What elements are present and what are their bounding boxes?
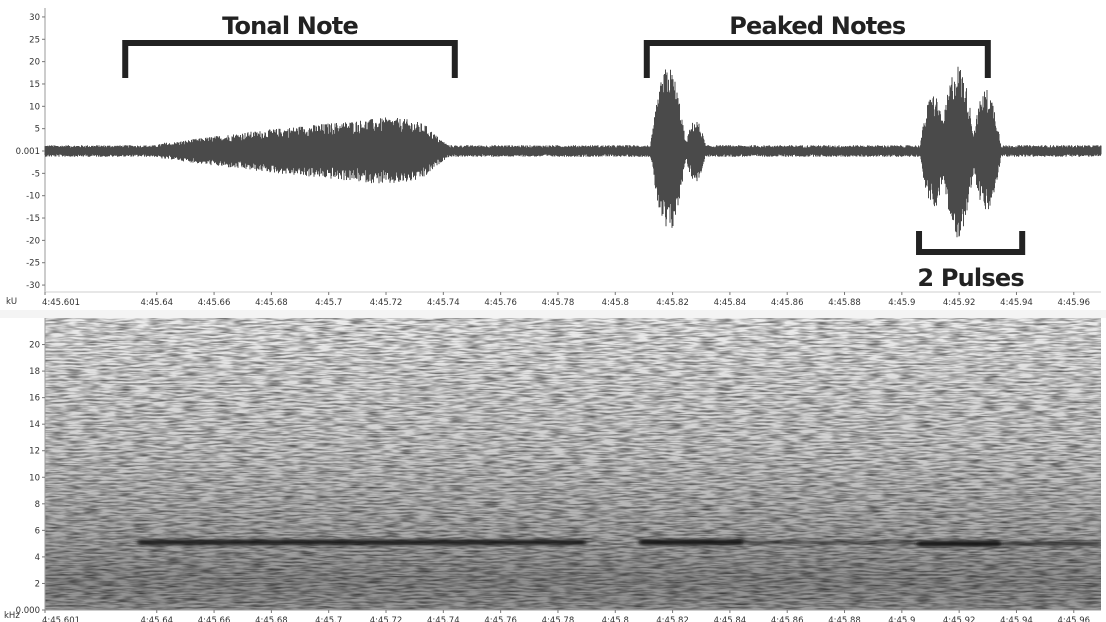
wave-y-tick-label: 15 [29, 80, 40, 90]
x-tick-label: 4:45.72 [370, 298, 403, 308]
x-tick-label: 4:45.96 [1057, 616, 1090, 622]
wave-y-tick-label: -25 [26, 259, 40, 269]
wave-y-tick-label: 20 [29, 58, 40, 68]
wave-y-tick-label: -20 [26, 236, 40, 246]
x-tick-label: 4:45.78 [542, 298, 575, 308]
spectrogram-band [744, 540, 917, 545]
wave-y-tick-label: -10 [26, 192, 40, 202]
spectrogram-y-ticks: 0.000 2 4 6 8 10 12 14 16 18 20 [16, 341, 45, 616]
wave-y-tick-label: -15 [26, 214, 40, 224]
x-tick-label: 4:45.96 [1057, 298, 1090, 308]
spec-y-tick-label: 2 [35, 579, 40, 589]
x-tick-label: 4:45.92 [943, 298, 976, 308]
x-tick-label: 4:45.7 [315, 298, 342, 308]
spec-y-tick-label: 12 [29, 447, 40, 457]
wave-y-tick-label: -30 [26, 281, 40, 291]
annotation-label: Peaked Notes [729, 12, 906, 40]
annotations: Tonal Note Peaked Notes 2 Pulses [122, 12, 1026, 292]
x-tick-label: 4:45.8 [602, 616, 629, 622]
wave-y-tick-label: 5 [35, 125, 40, 135]
wave-y-tick-label: 0.001 [16, 147, 40, 157]
spec-y-tick-label: 16 [29, 394, 40, 404]
waveform-panel: 30 25 20 15 10 5 0.001 -5 -10 -15 -20 -25 -30 4:45.6… [16, 8, 1102, 308]
x-tick-label: 4:45.76 [484, 616, 517, 622]
x-tick-label: 4:45.66 [198, 616, 231, 622]
x-tick-label: 4:45.64 [140, 298, 173, 308]
x-tick-label: 4:45.601 [42, 298, 80, 308]
wave-y-tick-label: 25 [29, 35, 40, 45]
annotation-label: Tonal Note [222, 12, 358, 40]
waveform-x-ticks: 4:45.601 4:45.64 4:45.66 4:45.68 4:45.7 4:45.… [42, 292, 1090, 308]
x-tick-label: 4:45.9 [888, 616, 915, 622]
spectrogram-bands [136, 539, 1101, 547]
x-tick-label: 4:45.72 [370, 616, 403, 622]
wave-y-tick-label: 30 [29, 13, 40, 23]
spectrogram-band [1002, 541, 1101, 546]
x-tick-label: 4:45.64 [140, 616, 173, 622]
spec-y-tick-label: 8 [35, 500, 40, 510]
spectrogram-unit-label: kHz [4, 611, 20, 621]
x-tick-label: 4:45.68 [255, 298, 288, 308]
x-tick-label: 4:45.601 [42, 616, 80, 622]
x-tick-label: 4:45.88 [828, 616, 861, 622]
x-tick-label: 4:45.66 [198, 298, 231, 308]
x-tick-label: 4:45.82 [656, 616, 689, 622]
spectrogram-band [916, 540, 1003, 547]
annotation-bracket [122, 40, 458, 78]
spectrogram-x-ticks: 4:45.601 4:45.64 4:45.66 4:45.68 4:45.7 4:45.… [42, 610, 1090, 622]
x-tick-label: 4:45.74 [427, 616, 460, 622]
spectrogram-noise [45, 318, 1101, 610]
x-tick-label: 4:45.86 [771, 298, 804, 308]
x-tick-label: 4:45.7 [315, 616, 342, 622]
x-tick-label: 4:45.82 [656, 298, 689, 308]
wave-y-tick-label: 10 [29, 102, 40, 112]
x-tick-label: 4:45.78 [542, 616, 575, 622]
x-tick-label: 4:45.86 [771, 616, 804, 622]
wave-y-tick-label: -5 [32, 169, 40, 179]
spectrogram-band [638, 539, 745, 546]
x-tick-label: 4:45.94 [1000, 298, 1033, 308]
x-tick-label: 4:45.8 [602, 298, 629, 308]
spec-y-tick-label: 14 [29, 420, 40, 430]
x-tick-label: 4:45.9 [888, 298, 915, 308]
x-tick-label: 4:45.92 [943, 616, 976, 622]
panel-divider [0, 310, 1106, 318]
x-tick-label: 4:45.84 [714, 298, 747, 308]
annotation-bracket [916, 231, 1026, 255]
annotation-label: 2 Pulses [917, 264, 1024, 292]
x-tick-label: 4:45.74 [427, 298, 460, 308]
x-tick-label: 4:45.88 [828, 298, 861, 308]
x-tick-label: 4:45.94 [1000, 616, 1033, 622]
spec-y-tick-label: 20 [29, 341, 40, 351]
x-tick-label: 4:45.68 [255, 616, 288, 622]
spec-y-tick-label: 0.000 [16, 606, 40, 616]
annotation-bracket [643, 40, 991, 78]
waveform-y-ticks: 30 25 20 15 10 5 0.001 -5 -10 -15 -20 -25 -30 [16, 13, 45, 291]
waveform-unit-label: kU [6, 297, 17, 307]
x-tick-label: 4:45.84 [714, 616, 747, 622]
spec-y-tick-label: 10 [29, 473, 40, 483]
spec-y-tick-label: 4 [35, 553, 40, 563]
x-tick-label: 4:45.76 [484, 298, 517, 308]
spec-y-tick-label: 6 [35, 526, 40, 536]
spectrogram-band [136, 539, 587, 546]
spec-y-tick-label: 18 [29, 367, 40, 377]
